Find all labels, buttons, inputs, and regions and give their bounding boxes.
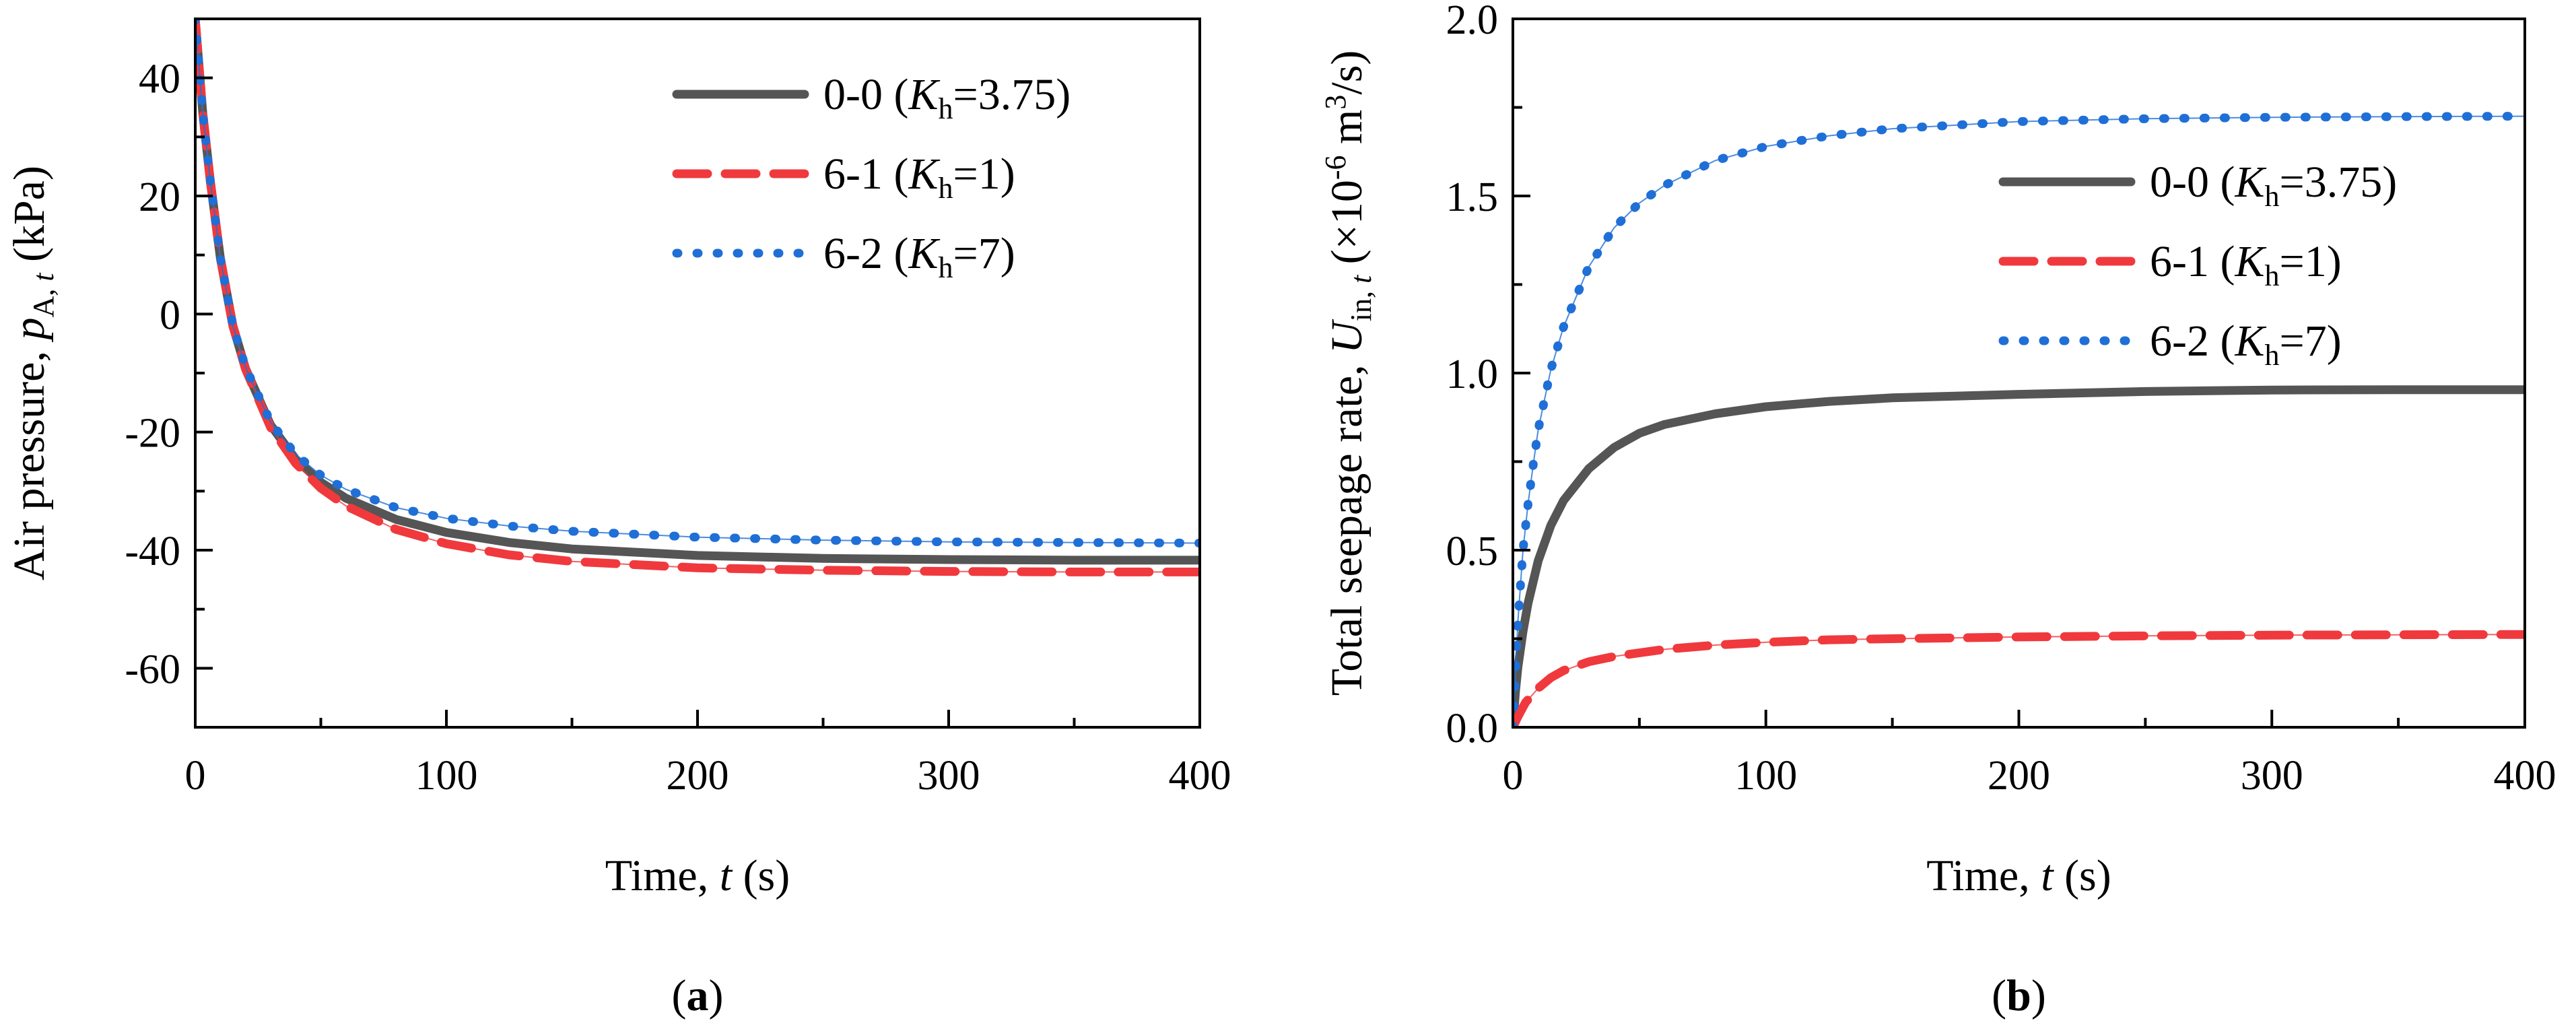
y-tick-label: 20 bbox=[139, 174, 180, 220]
y-tick-label: 40 bbox=[139, 57, 180, 102]
legend-label-6-2: 6-2 (Kh=7) bbox=[2150, 316, 2342, 372]
x-tick-label: 400 bbox=[2494, 753, 2556, 799]
y-tick-label: 2.0 bbox=[1446, 0, 1499, 43]
panel-label: (b) bbox=[1992, 971, 2046, 1020]
plot-frame bbox=[1512, 18, 2526, 729]
legend-label-6-2: 6-2 (Kh=7) bbox=[823, 229, 1015, 284]
y-tick-label: -60 bbox=[125, 646, 180, 692]
y-tick-label: 0.5 bbox=[1446, 529, 1499, 574]
y-tick-label: -40 bbox=[125, 529, 180, 574]
x-tick-label: 200 bbox=[1988, 753, 2050, 799]
panel-label: (a) bbox=[672, 971, 724, 1020]
x-tick-label: 100 bbox=[415, 753, 478, 799]
legend-label-6-1: 6-1 (Kh=1) bbox=[823, 149, 1015, 205]
y-tick-label: 0.0 bbox=[1446, 706, 1499, 752]
x-tick-label: 400 bbox=[1169, 753, 1231, 799]
y-axis-title: Air pressure, pA, t (kPa) bbox=[5, 166, 60, 580]
x-tick-label: 300 bbox=[918, 753, 980, 799]
x-tick-label: 200 bbox=[667, 753, 729, 799]
y-tick-label: 1.5 bbox=[1446, 174, 1499, 220]
legend-label-6-1: 6-1 (Kh=1) bbox=[2150, 237, 2342, 292]
x-axis-title: Time, t (s) bbox=[1926, 851, 2111, 900]
x-tick-label: 300 bbox=[2241, 753, 2303, 799]
plot-frame bbox=[194, 18, 1201, 729]
series-6-1-line bbox=[1513, 630, 2525, 727]
series-6-2-line bbox=[195, 19, 1200, 547]
panel-a: 0 100 200 300 400 -60 -40 -20 0 20 40 Time, t (s) Ai… bbox=[5, 18, 1231, 1020]
panel-b: 0 100 200 300 400 0.0 0.5 1.0 1.5 2.0 Time, t (s) T… bbox=[1319, 0, 2556, 1020]
series-6-2-line bbox=[1513, 112, 2525, 727]
y-tick-label: -20 bbox=[125, 411, 180, 457]
series-0-0-line bbox=[1513, 385, 2525, 727]
legend-label-0-0: 0-0 (Kh=3.75) bbox=[2150, 158, 2397, 213]
y-tick-label: 0 bbox=[160, 292, 180, 338]
x-tick-label: 100 bbox=[1734, 753, 1797, 799]
x-tick-label: 0 bbox=[1503, 753, 1524, 799]
x-tick-label: 0 bbox=[185, 753, 206, 799]
y-axis-title: Total seepage rate, Uin, t (×10-6 m3/s) bbox=[1319, 51, 1378, 696]
y-tick-label: 1.0 bbox=[1446, 352, 1499, 397]
legend-label-0-0: 0-0 (Kh=3.75) bbox=[823, 70, 1071, 125]
series-0-0-guide-line bbox=[1513, 389, 2525, 727]
x-axis-title: Time, t (s) bbox=[605, 851, 790, 900]
